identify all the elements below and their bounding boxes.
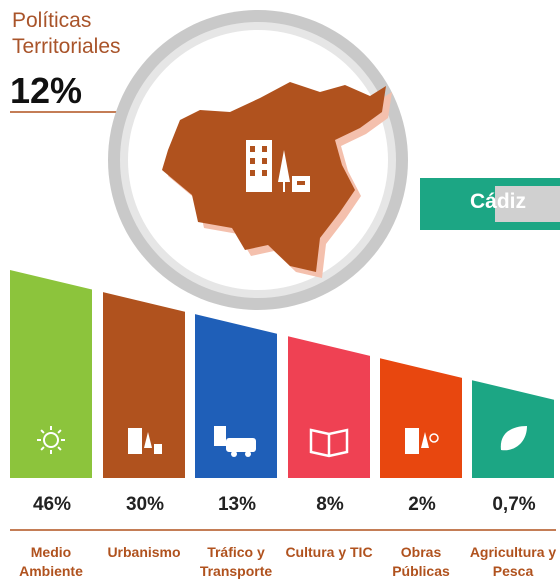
item-value: 8% bbox=[316, 494, 344, 515]
icon-part bbox=[429, 433, 439, 443]
column bbox=[103, 292, 185, 478]
column-icon bbox=[309, 428, 349, 458]
icon-part bbox=[405, 428, 419, 454]
item-label: Medio Ambiente bbox=[19, 544, 83, 579]
column bbox=[10, 270, 92, 478]
icon-part bbox=[40, 429, 45, 434]
item-label: Agricultura y Pesca bbox=[469, 544, 557, 579]
column-icon bbox=[500, 426, 527, 451]
region-banner-tail bbox=[495, 186, 560, 222]
column-icon bbox=[405, 428, 439, 454]
icon-part bbox=[500, 426, 527, 451]
item-value: 46% bbox=[32, 494, 72, 515]
item-value: 0,7% bbox=[492, 494, 536, 515]
icon-part bbox=[57, 429, 62, 434]
icon-part bbox=[144, 432, 152, 448]
item-value: 2% bbox=[408, 494, 436, 515]
item-value: 13% bbox=[217, 494, 257, 515]
headline-value: 12% bbox=[10, 70, 83, 111]
map bbox=[162, 82, 386, 272]
icon-part bbox=[214, 426, 226, 446]
icon-part bbox=[245, 451, 251, 457]
icon-part bbox=[309, 428, 349, 458]
column bbox=[380, 358, 462, 478]
column-icon bbox=[128, 428, 162, 454]
item-label: Tráfico y Transporte bbox=[199, 544, 273, 579]
item-label: Urbanismo bbox=[107, 544, 181, 560]
item-label: Obras Públicas bbox=[392, 544, 450, 579]
region-name: Cádiz bbox=[470, 190, 527, 213]
column bbox=[288, 336, 370, 478]
title: Políticas Territoriales bbox=[12, 9, 121, 58]
icon-part bbox=[226, 438, 256, 452]
icon-part bbox=[57, 446, 62, 451]
icon-part bbox=[128, 428, 142, 454]
icon-part bbox=[43, 432, 59, 448]
icon-part bbox=[154, 444, 162, 454]
item-value: 30% bbox=[125, 494, 165, 515]
item-label: Cultura y TIC bbox=[285, 544, 373, 560]
column-icon bbox=[37, 426, 65, 454]
column-icon bbox=[214, 426, 256, 457]
icon-part bbox=[40, 446, 45, 451]
icon-part bbox=[421, 432, 429, 448]
icon-part bbox=[231, 451, 237, 457]
